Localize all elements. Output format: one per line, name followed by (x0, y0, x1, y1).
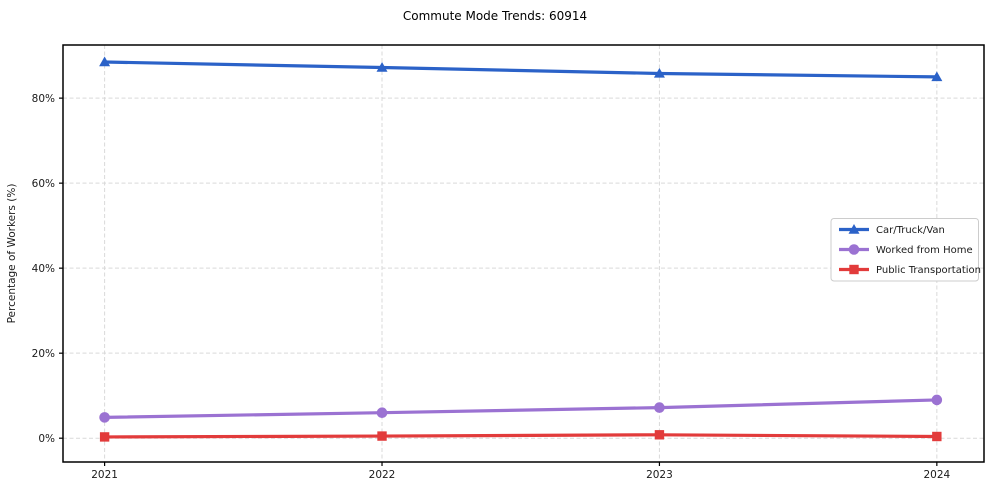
series-line-car-truck-van (103, 60, 939, 79)
legend-label-worked-from-home: Worked from Home (876, 245, 973, 256)
marker-worked-from-home (99, 412, 110, 423)
marker-public-transportation (654, 430, 665, 440)
x-tick-label: 2023 (646, 469, 673, 481)
legend-marker-worked-from-home (848, 244, 860, 255)
legend-marker-car-truck-van (848, 224, 860, 234)
marker-public-transportation (99, 432, 110, 442)
y-axis-label: Percentage of Workers (%) (6, 184, 18, 324)
series-line-worked-from-home (103, 398, 939, 419)
y-tick-label: 0% (38, 433, 55, 445)
marker-car-truck-van (99, 56, 111, 67)
marker-car-truck-van (653, 67, 665, 78)
legend-label-car-truck-van: Car/Truck/Van (876, 225, 945, 236)
plot-border (62, 44, 985, 463)
marker-worked-from-home (654, 402, 665, 413)
y-tick-label: 20% (32, 348, 55, 360)
marker-car-truck-van (376, 62, 388, 72)
marker-public-transportation (932, 431, 942, 442)
x-tick-label: 2021 (91, 469, 118, 481)
x-tick-label: 2024 (923, 469, 950, 481)
marker-worked-from-home (376, 407, 388, 418)
chart-title: Commute Mode Trends: 60914 (402, 9, 588, 23)
y-tick-label: 60% (32, 178, 55, 190)
marker-public-transportation (377, 431, 387, 441)
legend-label-public-transportation: Public Transportation (876, 265, 981, 276)
y-tick-label: 40% (32, 263, 55, 275)
series-line-public-transportation (103, 433, 939, 439)
legend-box (830, 218, 979, 282)
marker-worked-from-home (931, 394, 943, 406)
marker-car-truck-van (931, 71, 943, 82)
legend-marker-public-transportation (849, 264, 859, 275)
y-tick-label: 80% (32, 93, 55, 105)
x-tick-label: 2022 (369, 469, 396, 481)
